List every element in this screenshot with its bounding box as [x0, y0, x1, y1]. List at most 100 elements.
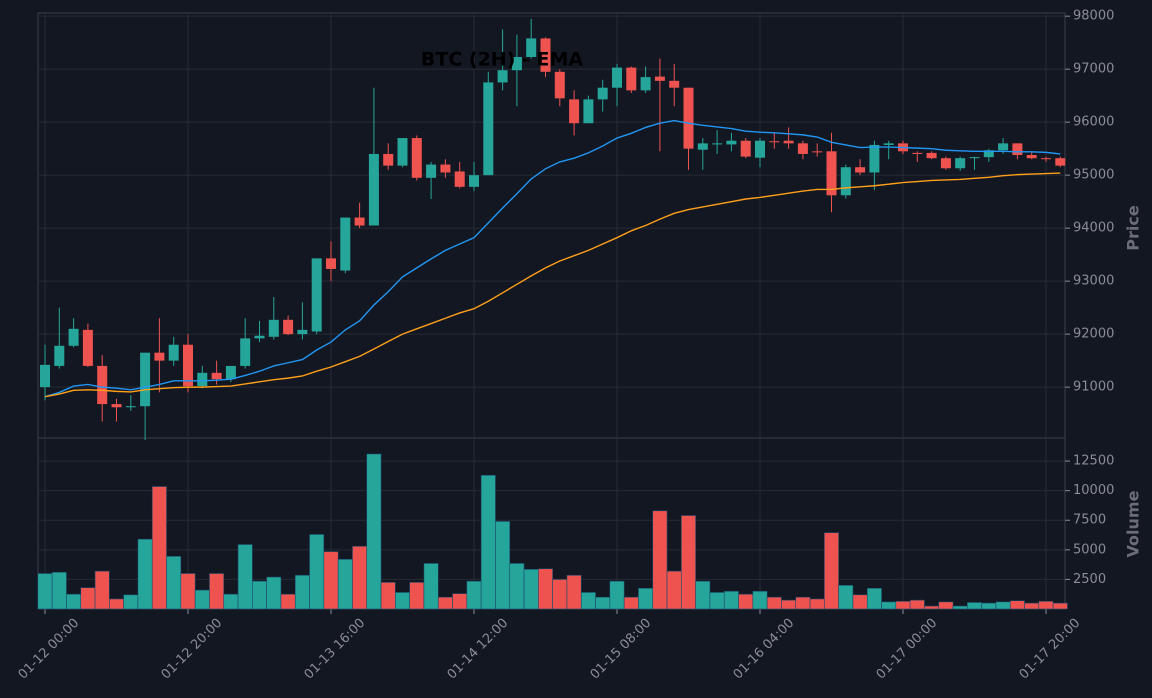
volume-bar [51, 572, 67, 610]
y-tick-label: 96000 [1073, 115, 1114, 130]
volume-bar [766, 596, 782, 610]
volume-bar [66, 593, 82, 610]
volume-bar [523, 569, 539, 610]
volume-bar [423, 563, 439, 610]
candle-body [955, 158, 966, 169]
volume-bar [809, 598, 825, 610]
volume-bar [337, 558, 353, 610]
candle-body [869, 144, 880, 173]
volume-bar [938, 601, 954, 610]
candle-body [326, 258, 336, 269]
candle-body [54, 345, 65, 366]
volume-bar [723, 590, 739, 610]
volume-bar [738, 593, 754, 610]
candle-body [483, 82, 494, 176]
candle-body [211, 372, 222, 380]
candle-body [712, 143, 723, 145]
candle-body [1012, 143, 1023, 156]
candle-body [469, 175, 479, 187]
candle-body [983, 150, 994, 158]
volume-bar [380, 582, 396, 610]
candle-body [755, 140, 765, 158]
volume-bar [194, 589, 210, 610]
y-tick-label: 91000 [1073, 380, 1114, 395]
volume-bar [409, 582, 425, 610]
y-tick-label: 95000 [1073, 168, 1114, 183]
candle-body [68, 328, 79, 346]
candle-body [497, 70, 508, 83]
volume-bar [109, 598, 124, 610]
volume-bar [895, 601, 911, 610]
volume-bar [323, 551, 339, 610]
candle-body [826, 151, 837, 196]
volume-bar [280, 593, 296, 610]
volume-bar [638, 587, 654, 610]
volume-bar [309, 534, 325, 610]
candle-body [654, 76, 665, 81]
candle-body [726, 140, 737, 145]
candle-body [125, 406, 136, 408]
candle-body [998, 143, 1009, 151]
volume-bar [709, 592, 725, 610]
volume-bar [509, 563, 525, 610]
volume-bar [252, 580, 267, 610]
candle-body [1041, 158, 1051, 160]
candle-body [111, 404, 122, 408]
volume-bar [609, 580, 625, 610]
candle-body [183, 344, 193, 387]
volume-bar [1052, 602, 1068, 610]
y-axis-label: Price [1124, 205, 1143, 251]
candle-body [626, 67, 637, 91]
candle-body [669, 80, 680, 88]
candle-body [912, 152, 923, 154]
volume-bar [180, 573, 196, 610]
volume-bar [452, 593, 468, 610]
candle-body [812, 151, 823, 153]
volume-bar [352, 545, 368, 610]
candle-body [411, 138, 422, 178]
candle-body [383, 153, 394, 166]
volume-bar [866, 587, 882, 610]
volume-bar [824, 532, 839, 610]
candle-body [612, 67, 622, 88]
volume-bar [909, 599, 925, 610]
candle-body [354, 217, 365, 226]
ema-line [44, 172, 1061, 398]
volume-bar [223, 593, 239, 610]
volume-bar [752, 590, 768, 610]
ema-line [44, 119, 1061, 398]
candle-body [697, 143, 708, 150]
candle-body [969, 157, 980, 159]
volume-bar [151, 486, 167, 610]
volume-bar [566, 574, 582, 610]
y-tick-label: 93000 [1073, 274, 1114, 289]
candle-body [168, 344, 179, 361]
candle-body [583, 99, 594, 124]
volume-bar [294, 574, 310, 610]
volume-bar [967, 602, 982, 610]
candle-body [926, 152, 937, 159]
candle-body [197, 372, 208, 387]
y2-tick-label: 10000 [1073, 483, 1114, 498]
volume-bar [266, 576, 282, 610]
volume-bar [237, 544, 253, 610]
volume-bar [80, 587, 96, 610]
volume-bar [681, 515, 696, 610]
volume-bar [623, 596, 639, 610]
volume-bar [37, 573, 53, 610]
volume-bar [466, 580, 482, 610]
volume-bar [580, 592, 596, 610]
candle-body [540, 38, 551, 72]
y2-tick-label: 12500 [1073, 454, 1114, 469]
y-tick-label: 98000 [1073, 9, 1114, 24]
y-tick-label: 97000 [1073, 62, 1114, 77]
candle-body [883, 143, 894, 145]
candle-body [940, 158, 951, 169]
candle-body [154, 352, 165, 361]
volume-bar [795, 596, 811, 610]
volume-bar [652, 510, 668, 610]
volume-bar [881, 601, 897, 610]
volume-bar [981, 602, 997, 610]
volume-bar [538, 568, 553, 610]
candle-body [426, 164, 437, 178]
